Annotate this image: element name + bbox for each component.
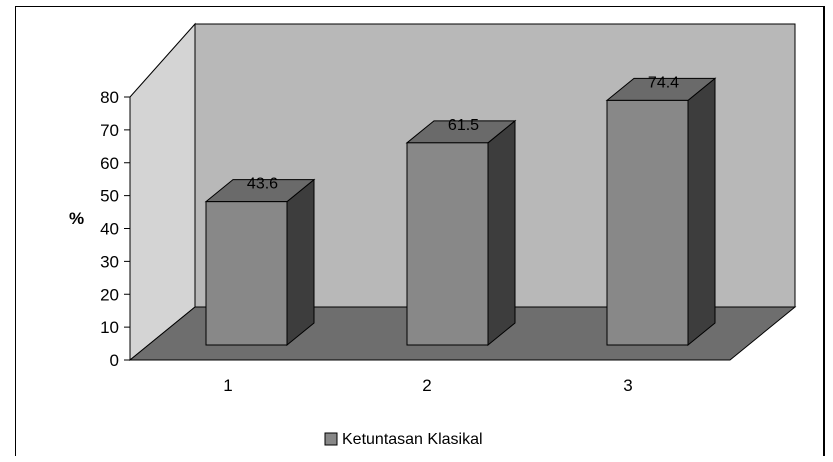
bar-side-face xyxy=(287,180,314,345)
y-tick-label: 20 xyxy=(100,285,119,304)
y-axis-title: % xyxy=(69,209,84,228)
data-label: 61.5 xyxy=(448,117,479,134)
legend-label: Ketuntasan Klasikal xyxy=(342,431,483,448)
y-tick-label: 70 xyxy=(100,121,119,140)
bar-side-face xyxy=(488,121,515,345)
bar: 74.4 xyxy=(607,74,715,345)
side-wall xyxy=(130,24,195,360)
y-tick-label: 80 xyxy=(100,88,119,107)
x-tick-label: 1 xyxy=(223,376,232,395)
bar-side-face xyxy=(688,78,715,345)
legend-swatch xyxy=(325,433,337,445)
bar-front-face xyxy=(206,202,287,345)
x-tick-label: 2 xyxy=(422,376,431,395)
y-tick-label: 10 xyxy=(100,318,119,337)
bar-front-face xyxy=(607,100,688,345)
x-tick-label: 3 xyxy=(623,376,632,395)
data-label: 43.6 xyxy=(247,176,278,193)
y-tick-label: 60 xyxy=(100,154,119,173)
bar: 61.5 xyxy=(407,117,515,345)
y-tick-label: 40 xyxy=(100,220,119,239)
y-tick-label: 30 xyxy=(100,252,119,271)
y-tick-label: 50 xyxy=(100,187,119,206)
bar: 43.6 xyxy=(206,176,314,345)
data-label: 74.4 xyxy=(648,74,679,91)
y-tick-label: 0 xyxy=(110,351,119,370)
bar-front-face xyxy=(407,143,488,345)
